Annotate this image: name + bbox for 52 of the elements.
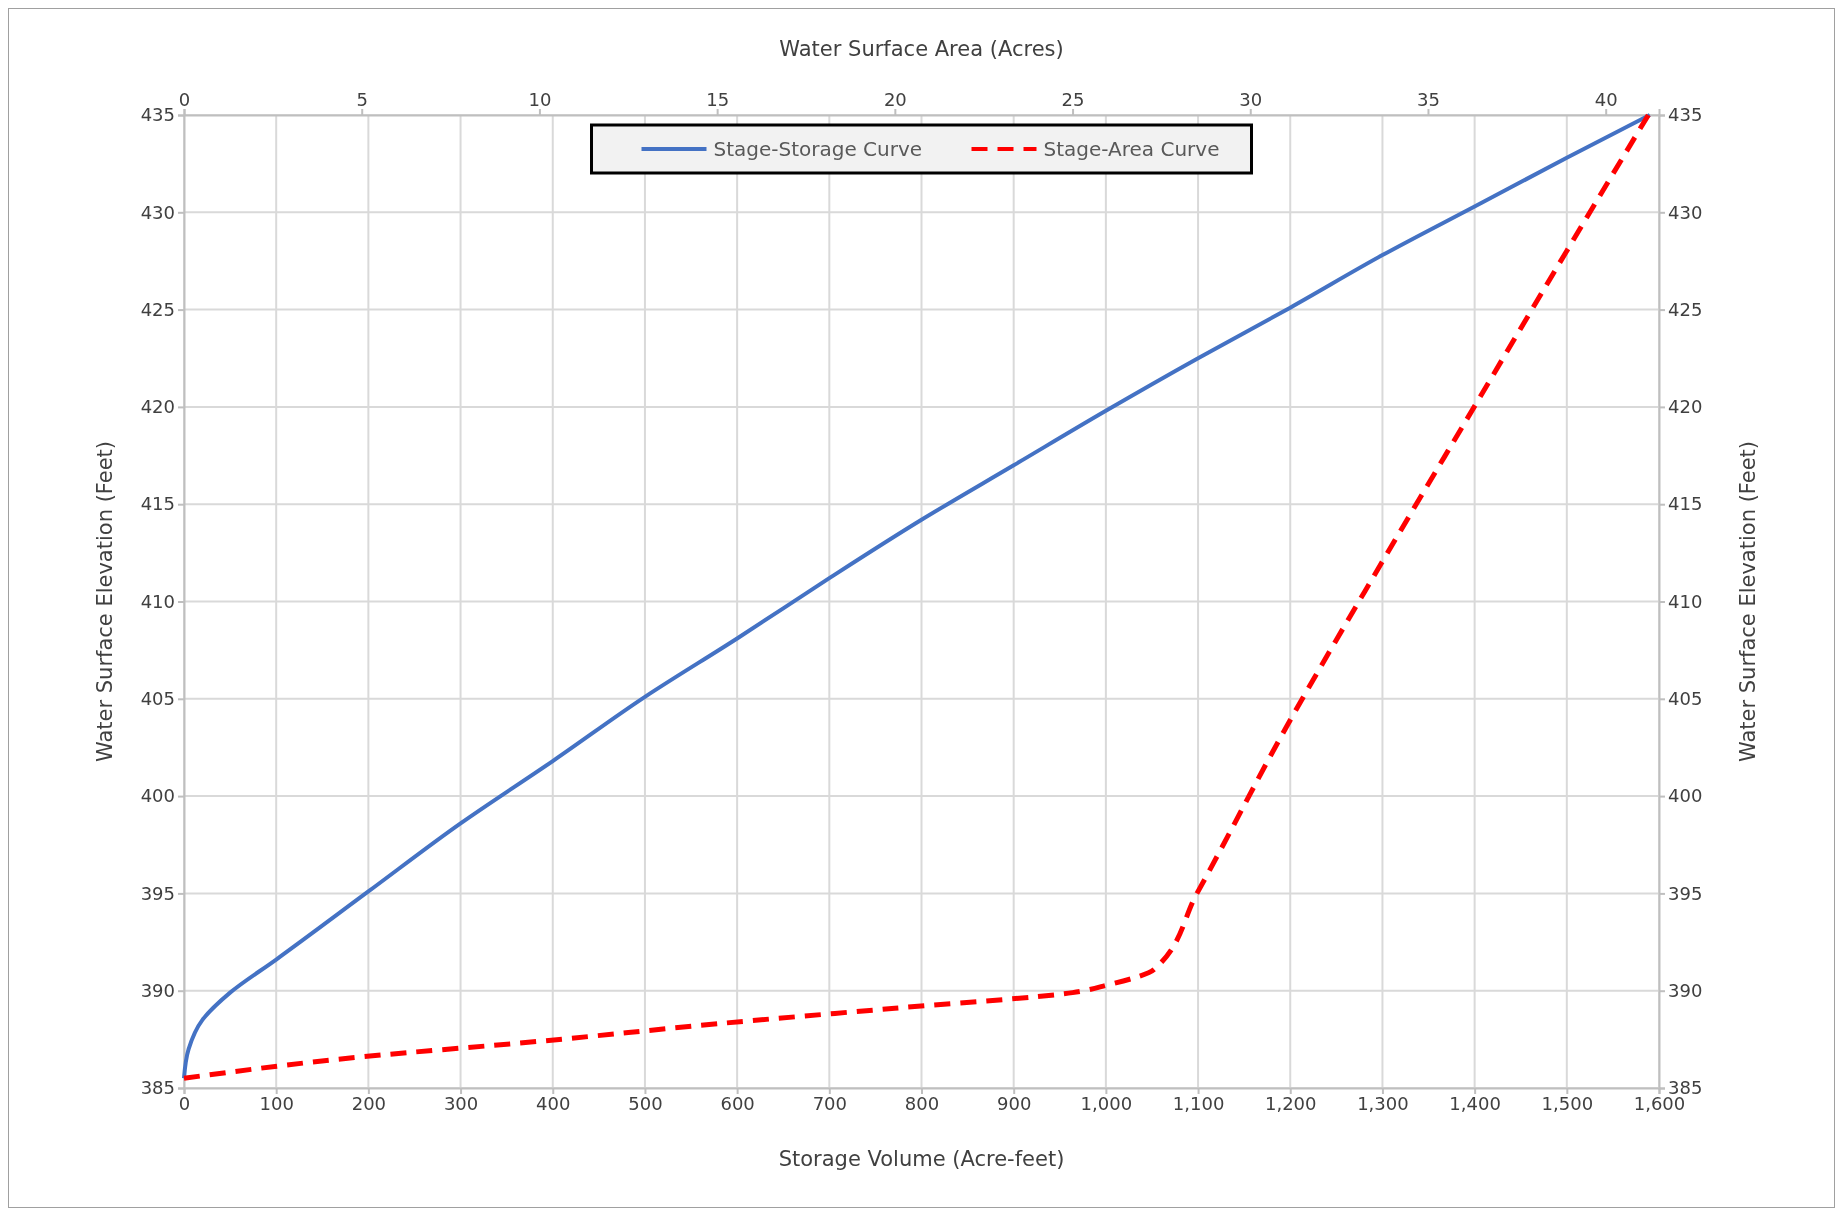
y-tick-label: 430 bbox=[140, 201, 175, 223]
y-tick-label: 385 bbox=[140, 1077, 175, 1099]
legend-label: Stage-Area Curve bbox=[1043, 137, 1220, 161]
y-tick-label: 395 bbox=[140, 882, 175, 904]
y2-axis-title: Water Surface Elevation (Feet) bbox=[1736, 440, 1760, 763]
x-tick-label: 700 bbox=[812, 1092, 847, 1114]
x-tick-label: 800 bbox=[904, 1092, 940, 1114]
y-tick-label: 425 bbox=[140, 298, 175, 320]
x2-tick-label: 5 bbox=[356, 89, 368, 110]
y-tick-label: 405 bbox=[140, 688, 175, 710]
x-tick-label: 1,300 bbox=[1357, 1092, 1409, 1114]
x-tick-label: 1,000 bbox=[1080, 1092, 1133, 1114]
x2-tick-label: 0 bbox=[178, 89, 191, 110]
legend-label: Stage-Storage Curve bbox=[713, 137, 923, 161]
x2-tick-label: 40 bbox=[1594, 89, 1618, 110]
x2-tick-label: 25 bbox=[1061, 89, 1085, 110]
x-axis-title: Storage Volume (Acre-feet) bbox=[778, 1147, 1065, 1171]
x-tick-label: 600 bbox=[720, 1092, 755, 1114]
x-tick-label: 400 bbox=[536, 1092, 571, 1114]
y2-tick-label: 395 bbox=[1668, 882, 1703, 904]
y2-tick-label: 435 bbox=[1668, 104, 1703, 126]
x2-axis-title: Water Surface Area (Acres) bbox=[779, 37, 1064, 61]
y2-tick-label: 420 bbox=[1668, 396, 1703, 418]
x-tick-label: 1,400 bbox=[1449, 1092, 1501, 1114]
y-tick-label: 410 bbox=[140, 590, 175, 612]
x-tick-label: 1,200 bbox=[1264, 1092, 1317, 1114]
x-tick-label: 900 bbox=[997, 1092, 1032, 1114]
y-tick-label: 435 bbox=[140, 104, 175, 126]
y2-tick-label: 415 bbox=[1668, 493, 1703, 515]
y2-tick-label: 430 bbox=[1668, 201, 1703, 223]
y2-tick-label: 390 bbox=[1668, 979, 1703, 1001]
y2-tick-label: 425 bbox=[1668, 298, 1703, 320]
x2-tick-label: 20 bbox=[883, 89, 907, 110]
x2-tick-label: 30 bbox=[1239, 89, 1263, 110]
x-tick-label: 500 bbox=[628, 1092, 663, 1114]
x-tick-label: 1,500 bbox=[1541, 1092, 1594, 1114]
x2-tick-label: 10 bbox=[528, 89, 552, 110]
y-tick-label: 415 bbox=[140, 493, 175, 515]
x-tick-label: 0 bbox=[178, 1092, 191, 1114]
x2-tick-label: 15 bbox=[706, 89, 730, 110]
y-tick-label: 400 bbox=[140, 785, 175, 807]
x-tick-label: 300 bbox=[443, 1092, 479, 1114]
y-tick-label: 390 bbox=[140, 979, 175, 1001]
y-tick-label: 420 bbox=[140, 396, 175, 418]
x2-tick-label: 35 bbox=[1417, 89, 1440, 110]
y2-tick-label: 410 bbox=[1668, 590, 1703, 612]
y2-tick-label: 405 bbox=[1668, 688, 1703, 710]
x-tick-label: 100 bbox=[259, 1092, 294, 1114]
y2-tick-label: 400 bbox=[1668, 785, 1703, 807]
x-tick-label: 1,100 bbox=[1172, 1092, 1225, 1114]
x-tick-label: 200 bbox=[351, 1092, 387, 1114]
y-axis-title: Water Surface Elevation (Feet) bbox=[93, 440, 117, 763]
